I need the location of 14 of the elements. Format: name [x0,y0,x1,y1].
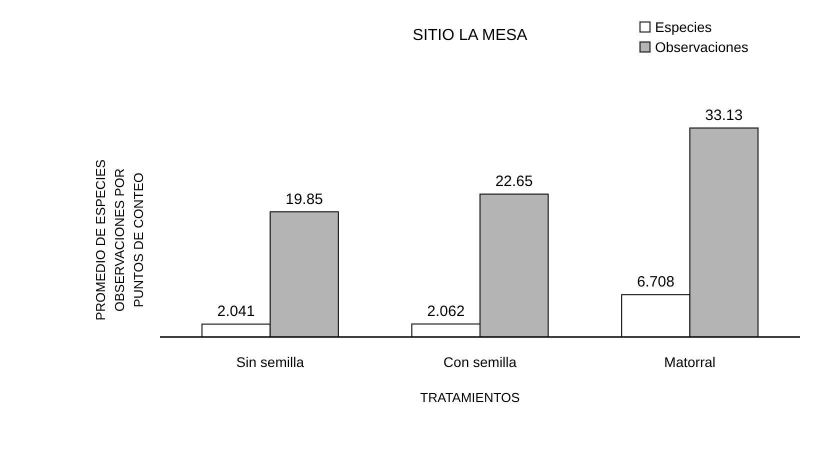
x-axis-title: TRATAMIENTOS [420,390,520,405]
data-label: 19.85 [285,190,324,208]
data-label: 6.708 [636,274,675,291]
legend-label: Especies [655,19,712,35]
chart-title: SITIO LA MESA [412,27,528,44]
data-label: 2.041 [217,303,255,320]
y-axis-title: PROMEDIO DE ESPECIES OBSERVACIONES POR PUNTOS DE CONTEO [93,159,146,321]
x-tick-label: Sin semilla [236,354,304,370]
x-tick-label: Matorral [664,354,716,370]
data-label: 22.65 [495,173,533,190]
x-tick-label: Con semilla [443,354,517,370]
data-label: 33.13 [705,107,743,124]
data-label: 2.062 [427,302,465,320]
legend-label: Observaciones [655,39,748,55]
